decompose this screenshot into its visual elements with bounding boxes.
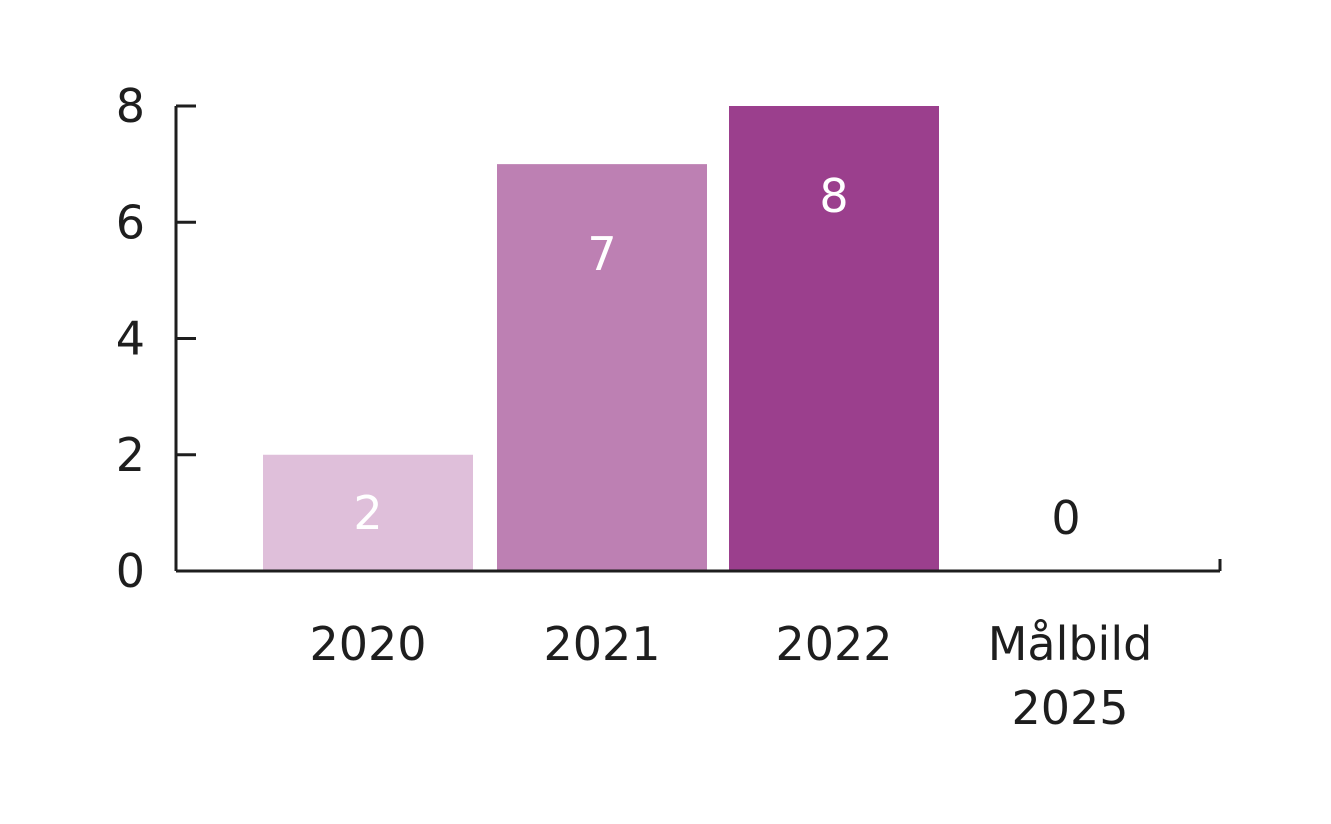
bar-2	[729, 106, 939, 571]
bar-0	[263, 454, 473, 571]
bar-1	[497, 164, 707, 571]
data-label-1: 7	[587, 227, 616, 281]
data-label-3: 0	[1051, 491, 1080, 545]
y-tick-label-2: 4	[116, 312, 145, 366]
x-category-label-0: 2020	[309, 617, 426, 671]
axes-layer	[174, 104, 1222, 573]
data-label-2: 8	[819, 169, 848, 223]
x-category-label-3-line-1: 2025	[1011, 681, 1128, 735]
bars-layer	[263, 106, 939, 571]
x-category-label-2: 2022	[775, 617, 892, 671]
x-category-label-3-line-0: Målbild	[988, 617, 1153, 671]
y-tick-label-4: 8	[116, 79, 145, 133]
x-category-label-1: 2021	[543, 617, 660, 671]
data-label-0: 2	[353, 486, 382, 540]
y-tick-label-3: 6	[116, 195, 145, 249]
y-tick-label-1: 2	[116, 428, 145, 482]
labels-layer: 0 2 4 6 8 2 7 8 0 2020 2021 2022 Målbild 2025	[116, 79, 1153, 735]
y-tick-label-0: 0	[116, 544, 145, 598]
